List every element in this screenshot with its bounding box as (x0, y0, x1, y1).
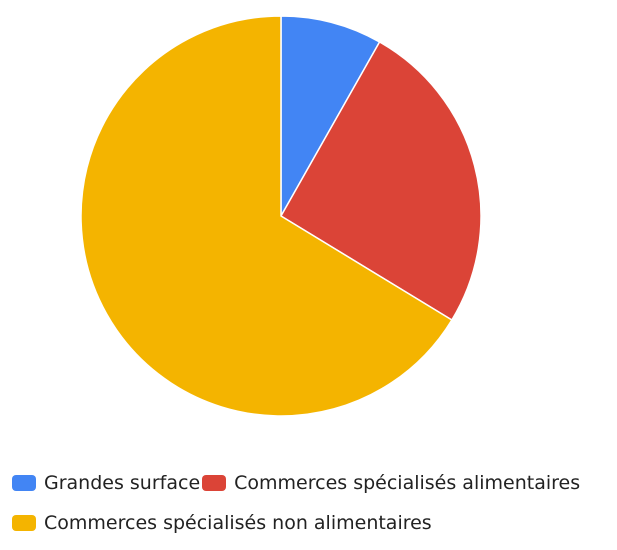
legend-item-commerces-alimentaires[interactable]: Commerces spécialisés alimentaires (202, 472, 580, 494)
legend-item-commerces-non-alimentaires[interactable]: Commerces spécialisés non alimentaires (12, 512, 432, 534)
legend-item-grandes-surface[interactable]: Grandes surface (12, 472, 200, 494)
pie-chart: Grandes surface Commerces spécialisés al… (12, 15, 580, 534)
legend-swatch-commerces-non-alimentaires (12, 515, 36, 531)
legend-row-2: Commerces spécialisés non alimentaires (12, 510, 612, 536)
legend-label-grandes-surface: Grandes surface (44, 472, 201, 494)
legend: Grandes surface Commerces spécialisés al… (12, 470, 612, 550)
pie-svg (80, 15, 482, 417)
legend-swatch-commerces-alimentaires (202, 475, 227, 491)
pie-slice-0[interactable] (280, 15, 381, 219)
legend-row-1: Grandes surface Commerces spécialisés al… (12, 470, 612, 496)
legend-swatch-grandes-surface (12, 475, 36, 491)
pie-slice-2[interactable] (80, 15, 453, 417)
pie-slice-1[interactable] (279, 40, 482, 321)
legend-label-commerces-non-alimentaires: Commerces spécialisés non alimentaires (44, 512, 432, 534)
legend-label-commerces-alimentaires: Commerces spécialisés alimentaires (234, 472, 581, 494)
